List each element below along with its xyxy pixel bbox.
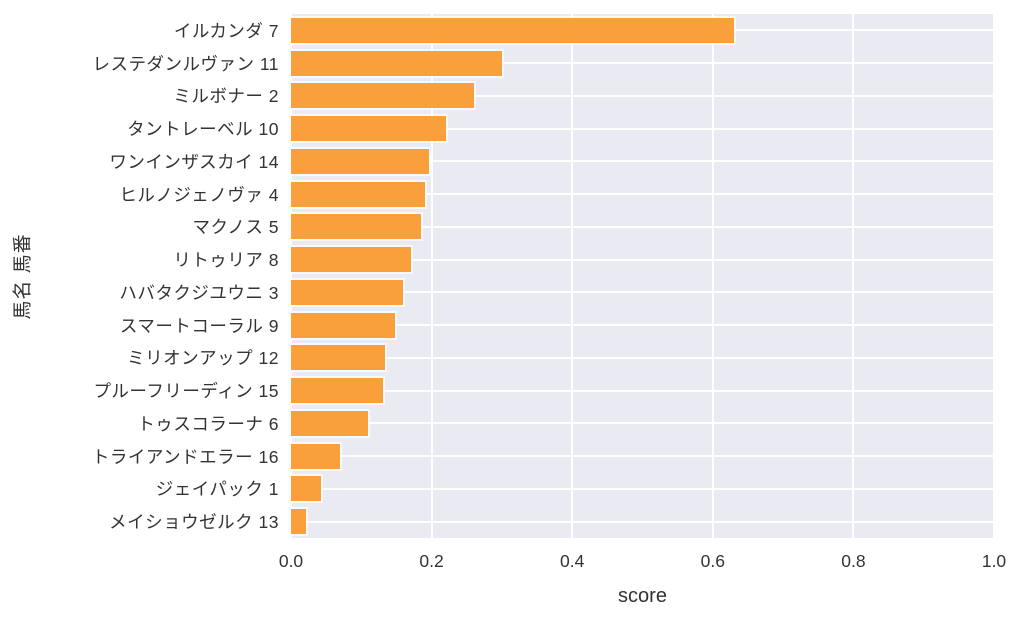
y-tick-label: ワンインザスカイ 14 bbox=[109, 151, 279, 172]
bar-10 bbox=[291, 312, 396, 338]
gridline-vertical bbox=[711, 14, 714, 538]
y-tick-label: スマートコーラル 9 bbox=[119, 315, 279, 336]
y-tick-label: マクノス 5 bbox=[192, 217, 279, 238]
x-tick-label: 0.4 bbox=[560, 551, 585, 571]
gridline-horizontal bbox=[291, 193, 994, 196]
gridline-horizontal bbox=[291, 389, 994, 392]
gridline-vertical bbox=[852, 14, 855, 538]
x-tick-labels: 0.0 0.2 0.4 0.6 0.8 1.0 bbox=[279, 551, 1006, 575]
x-tick-label: 0.2 bbox=[419, 551, 444, 571]
bar-12 bbox=[291, 378, 384, 404]
gridline-horizontal bbox=[291, 291, 994, 294]
gridline-horizontal bbox=[291, 258, 994, 261]
bar-5 bbox=[291, 148, 429, 174]
bar-4 bbox=[291, 116, 446, 142]
y-tick-label: ハバタクジユウニ 3 bbox=[119, 282, 279, 303]
gridline-horizontal bbox=[291, 487, 994, 490]
gridline-horizontal bbox=[291, 520, 994, 523]
bar-3 bbox=[291, 83, 474, 109]
bar-13 bbox=[291, 410, 369, 436]
x-axis-title: score bbox=[618, 585, 667, 607]
gridline-vertical bbox=[430, 14, 433, 538]
gridline-vertical bbox=[290, 14, 292, 538]
gridline-horizontal bbox=[291, 94, 994, 97]
bar-15 bbox=[291, 476, 321, 502]
gridline-vertical bbox=[993, 14, 995, 538]
plot-area bbox=[290, 14, 995, 538]
gridline-horizontal bbox=[291, 160, 994, 163]
y-tick-label: ジェイパック 1 bbox=[155, 479, 279, 500]
y-tick-label: メイショウゼルク 13 bbox=[109, 512, 279, 533]
y-tick-label: ミリオンアップ 12 bbox=[127, 348, 279, 369]
x-tick-label: 1.0 bbox=[981, 551, 1007, 571]
x-tick-label: 0.6 bbox=[700, 551, 725, 571]
gridline-horizontal bbox=[291, 225, 994, 228]
y-tick-label: イルカンダ 7 bbox=[173, 20, 279, 41]
bar-9 bbox=[291, 279, 404, 305]
bar-7 bbox=[291, 214, 422, 240]
bar-6 bbox=[291, 181, 425, 207]
y-tick-labels: イルカンダ 7 レステダンルヴァン 11 ミルボナー 2 タントレーベル 10 ワンイン… bbox=[0, 14, 283, 538]
y-tick-label: トゥスコラーナ 6 bbox=[137, 413, 279, 434]
bar-2 bbox=[291, 50, 502, 76]
y-tick-label: リトゥリア 8 bbox=[173, 250, 279, 271]
bar-16 bbox=[291, 509, 307, 535]
bar-11 bbox=[291, 345, 386, 371]
gridline-horizontal bbox=[291, 356, 994, 359]
y-tick-label: タントレーベル 10 bbox=[127, 119, 279, 140]
bar-8 bbox=[291, 247, 411, 273]
x-tick-label: 0.8 bbox=[841, 551, 866, 571]
gridline-horizontal bbox=[291, 62, 994, 65]
y-tick-label: プルーフリーディン 15 bbox=[93, 381, 279, 402]
y-tick-label: レステダンルヴァン 11 bbox=[92, 53, 279, 74]
x-tick-label: 0.0 bbox=[278, 551, 304, 571]
y-tick-label: ミルボナー 2 bbox=[173, 86, 279, 107]
gridline-horizontal bbox=[291, 324, 994, 327]
gridline-horizontal bbox=[291, 422, 994, 425]
gridline-vertical bbox=[571, 14, 574, 538]
y-tick-label: トライアンドエラー 16 bbox=[91, 446, 279, 467]
gridline-horizontal bbox=[291, 127, 994, 130]
bar-14 bbox=[291, 443, 341, 469]
gridline-horizontal bbox=[291, 455, 994, 458]
y-tick-label: ヒルノジェノヴァ 4 bbox=[119, 184, 279, 205]
bar-1 bbox=[291, 17, 734, 43]
